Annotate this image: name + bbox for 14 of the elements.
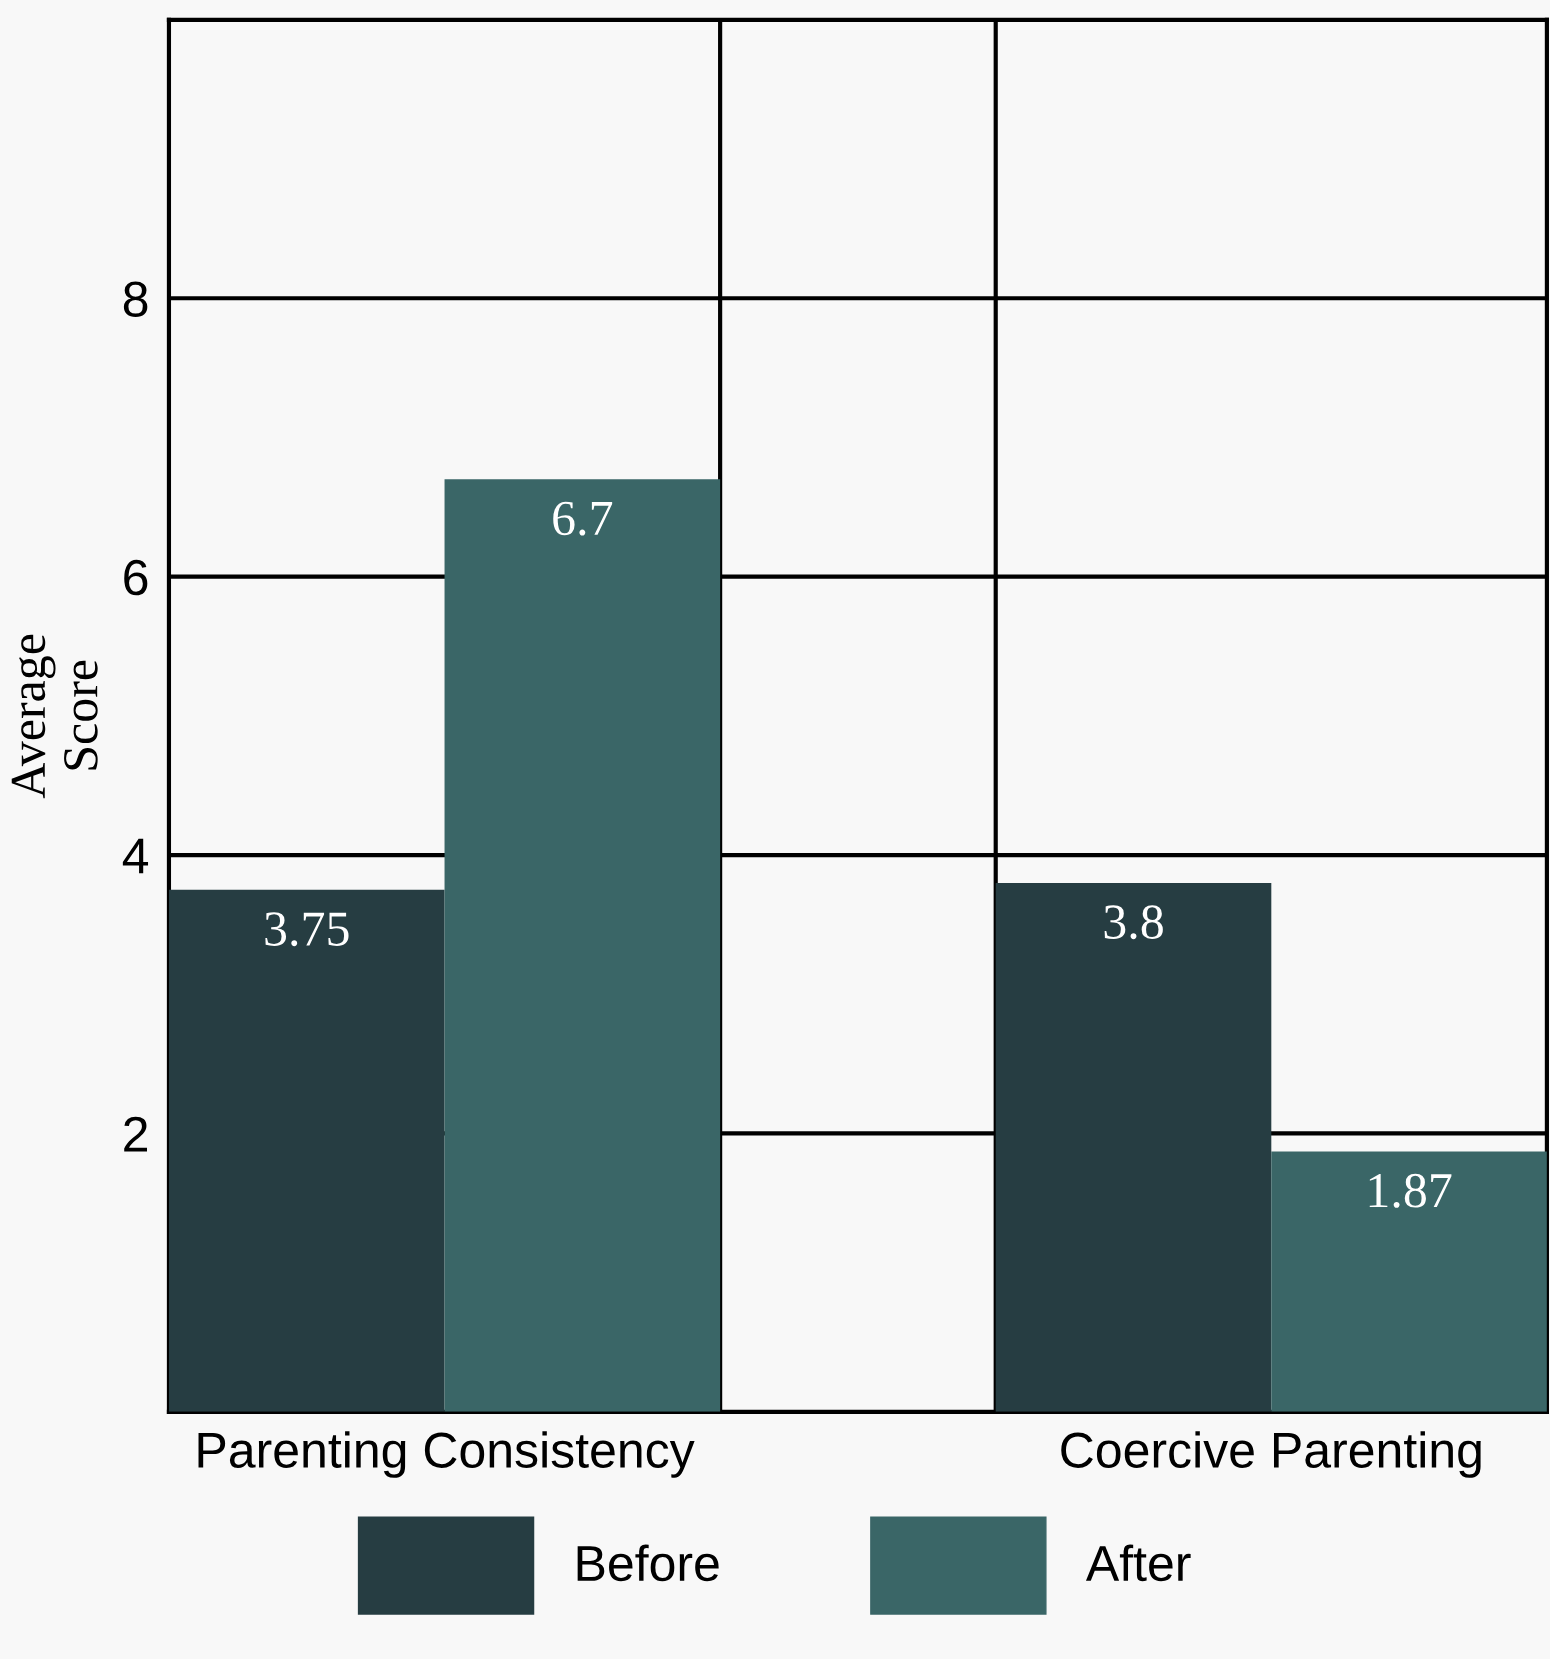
y-tick-label: 2 bbox=[124, 1116, 147, 1152]
x-tick-label: Parenting Consistency bbox=[198, 1431, 695, 1478]
data-label: 6.7 bbox=[553, 501, 613, 536]
y-tick-label: 4 bbox=[122, 838, 149, 874]
bar bbox=[1271, 1151, 1547, 1412]
data-label: 3.8 bbox=[1104, 905, 1163, 940]
legend-label: After bbox=[1085, 1544, 1191, 1582]
y-axis-title: Average Score bbox=[11, 634, 98, 799]
x-tick-label: Coercive Parenting bbox=[1061, 1431, 1481, 1478]
y-tick-label: 8 bbox=[123, 281, 148, 317]
data-label: 1.87 bbox=[1369, 1173, 1452, 1208]
legend-label: Before bbox=[577, 1544, 719, 1582]
data-label: 3.75 bbox=[265, 912, 349, 947]
y-tick-label: 6 bbox=[124, 559, 148, 596]
